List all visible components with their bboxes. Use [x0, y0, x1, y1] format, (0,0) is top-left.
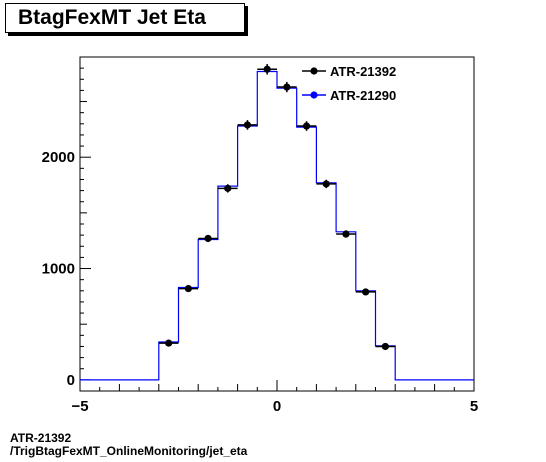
legend-marker-1	[310, 67, 317, 74]
data-point-marker	[224, 185, 231, 192]
plot-frame	[80, 57, 474, 391]
axes: −5 0 5 0 1000 2000	[42, 57, 479, 415]
data-point-marker	[204, 235, 211, 242]
x-tick-label: −5	[71, 398, 88, 415]
data-point	[316, 180, 336, 188]
legend-label-2: ATR-21290	[330, 88, 396, 103]
data-point-marker	[283, 83, 290, 90]
legend-label-1: ATR-21392	[330, 64, 396, 79]
legend-marker-2	[310, 91, 317, 98]
data-point	[159, 340, 179, 347]
x-tick-label: 5	[470, 398, 478, 415]
footer: ATR-21392 /TrigBtagFexMT_OnlineMonitorin…	[10, 432, 247, 458]
data-point	[356, 288, 376, 295]
data-point-marker	[382, 343, 389, 350]
x-tick-label: 0	[273, 398, 281, 415]
legend: ATR-21392 ATR-21290	[302, 64, 396, 103]
data-point-marker	[264, 66, 271, 73]
data-point	[277, 82, 297, 92]
data-point	[257, 64, 277, 75]
data-point-marker	[165, 340, 172, 347]
data-point	[297, 121, 317, 131]
data-point-marker	[342, 230, 349, 237]
data-point	[198, 235, 218, 242]
data-point-marker	[303, 122, 310, 129]
data-point-marker	[185, 285, 192, 292]
data-point-marker	[244, 121, 251, 128]
series-atr-21290-step	[80, 71, 474, 379]
y-tick-label: 1000	[42, 261, 75, 278]
y-tick-label: 2000	[42, 149, 75, 166]
y-tick-label: 0	[67, 372, 75, 389]
data-points	[159, 64, 395, 350]
footer-histogram-path: /TrigBtagFexMT_OnlineMonitoring/jet_eta	[10, 445, 247, 458]
data-point-marker	[323, 180, 330, 187]
data-point	[238, 120, 258, 130]
data-point	[179, 285, 199, 292]
data-point-marker	[362, 288, 369, 295]
data-point	[218, 184, 238, 192]
data-point	[376, 343, 396, 350]
reference-histogram	[80, 71, 474, 379]
